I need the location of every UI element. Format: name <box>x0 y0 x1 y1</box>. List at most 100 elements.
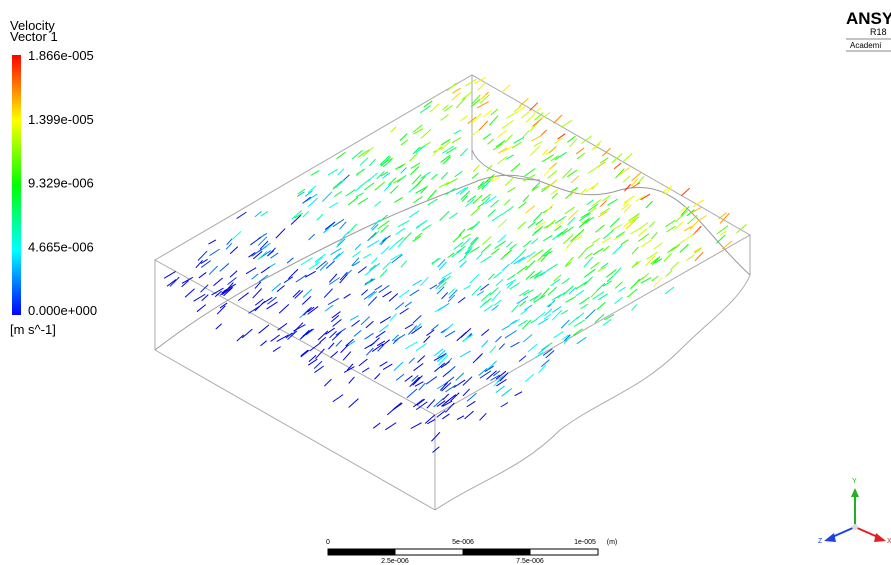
vector-arrow <box>501 85 510 93</box>
vector-arrow <box>308 359 317 365</box>
vector-arrow <box>361 317 370 325</box>
vector-arrow <box>483 110 492 117</box>
vector-arrow <box>518 222 526 229</box>
vector-arrow <box>618 287 625 291</box>
vector-arrow <box>602 148 610 156</box>
vector-arrow <box>451 93 460 101</box>
vector-arrow <box>333 253 340 260</box>
vector-arrow <box>680 207 687 213</box>
vector-arrow <box>329 274 337 283</box>
vector-arrow <box>394 362 403 371</box>
vector-arrow <box>426 330 434 336</box>
vector-arrow <box>439 262 447 270</box>
vector-arrow <box>537 312 545 319</box>
vector-arrow <box>396 374 404 380</box>
vector-arrow <box>387 406 397 415</box>
vector-arrow <box>441 114 449 120</box>
vector-arrow <box>526 115 535 123</box>
vector-arrow <box>592 238 600 243</box>
vector-arrow <box>460 261 467 267</box>
vector-arrow <box>632 247 638 254</box>
vector-arrow <box>400 133 407 140</box>
page: Velocity Vector 1 1.866e-0051.399e-0059.… <box>0 0 891 565</box>
vector-arrow <box>430 104 439 112</box>
vector-arrow <box>585 253 593 259</box>
vector-arrow <box>615 282 622 288</box>
vector-arrow <box>444 377 454 385</box>
vector-arrow <box>555 226 562 231</box>
vector-arrow <box>352 150 362 159</box>
vector-arrow <box>325 305 333 311</box>
vector-arrow <box>568 217 576 225</box>
vector-arrow <box>383 364 392 370</box>
vector-arrow <box>601 200 607 206</box>
vector-arrow <box>390 127 396 133</box>
vector-arrow <box>562 227 573 235</box>
vector-arrow <box>442 292 448 298</box>
vector-arrow <box>400 308 409 314</box>
vector-arrow <box>452 137 461 142</box>
vector-arrow <box>624 205 631 213</box>
vector-arrow <box>380 362 388 367</box>
legend-labels: 1.866e-0051.399e-0059.329e-0064.665e-006… <box>28 48 97 318</box>
vector-arrow <box>531 135 542 141</box>
vector-arrow <box>317 214 323 220</box>
vector-arrow <box>428 190 437 200</box>
vector-arrow <box>477 291 484 295</box>
legend-label: 0.000e+000 <box>28 303 97 318</box>
vector-arrow <box>480 284 488 290</box>
vector-arrow <box>438 303 449 310</box>
vector-arrow <box>511 164 520 172</box>
vector-arrow <box>390 186 398 194</box>
vector-arrow <box>695 252 703 261</box>
vector-arrow <box>619 168 629 175</box>
vector-arrow <box>417 356 424 363</box>
vector-arrow <box>483 134 491 140</box>
vector-arrow <box>456 373 464 381</box>
vector-arrow <box>409 211 419 218</box>
vector-arrow <box>328 298 339 304</box>
vector-arrow <box>478 82 486 90</box>
vector-arrow <box>641 240 651 247</box>
triad-label: X <box>887 538 891 545</box>
vector-arrow <box>630 279 639 289</box>
vector-arrow <box>490 200 498 207</box>
vector-arrow <box>576 282 587 289</box>
vector-arrow <box>576 148 584 154</box>
vector-arrow <box>581 304 588 309</box>
vector-arrow <box>441 172 448 179</box>
vector-arrow <box>624 220 632 226</box>
scale-label: 7.5e-006 <box>516 558 544 565</box>
vector-arrow <box>375 182 385 191</box>
vector-arrow <box>603 230 613 239</box>
vector-arrow <box>255 301 265 311</box>
vector-arrow <box>210 249 220 256</box>
vector-arrow <box>481 256 491 262</box>
vector-arrow <box>492 214 502 221</box>
vector-arrow <box>479 121 488 130</box>
vector-arrow <box>693 229 700 236</box>
vector-arrow <box>505 135 513 143</box>
vector-arrow <box>523 334 532 342</box>
vector-arrow <box>273 347 281 352</box>
vector-arrow <box>519 356 526 362</box>
vector-arrow <box>383 236 391 242</box>
vector-arrow <box>309 234 315 240</box>
vector-arrow <box>489 116 498 126</box>
vector-arrow <box>654 243 663 249</box>
vector-arrow <box>413 197 422 203</box>
vector-arrow <box>521 310 528 315</box>
vector-arrow <box>216 324 222 329</box>
vector-arrow <box>534 142 542 147</box>
scale-label: 5e-006 <box>452 539 474 546</box>
vector-arrow <box>523 131 529 137</box>
vector-arrow <box>502 206 513 214</box>
vector-arrow <box>496 141 505 147</box>
vector-arrow <box>411 423 422 429</box>
vector-arrow <box>375 201 381 206</box>
vector-arrow <box>646 201 652 208</box>
axis-triad <box>824 488 886 542</box>
vector-arrow <box>530 103 538 111</box>
vector-arrow <box>470 274 479 283</box>
vector-arrow <box>447 366 455 373</box>
